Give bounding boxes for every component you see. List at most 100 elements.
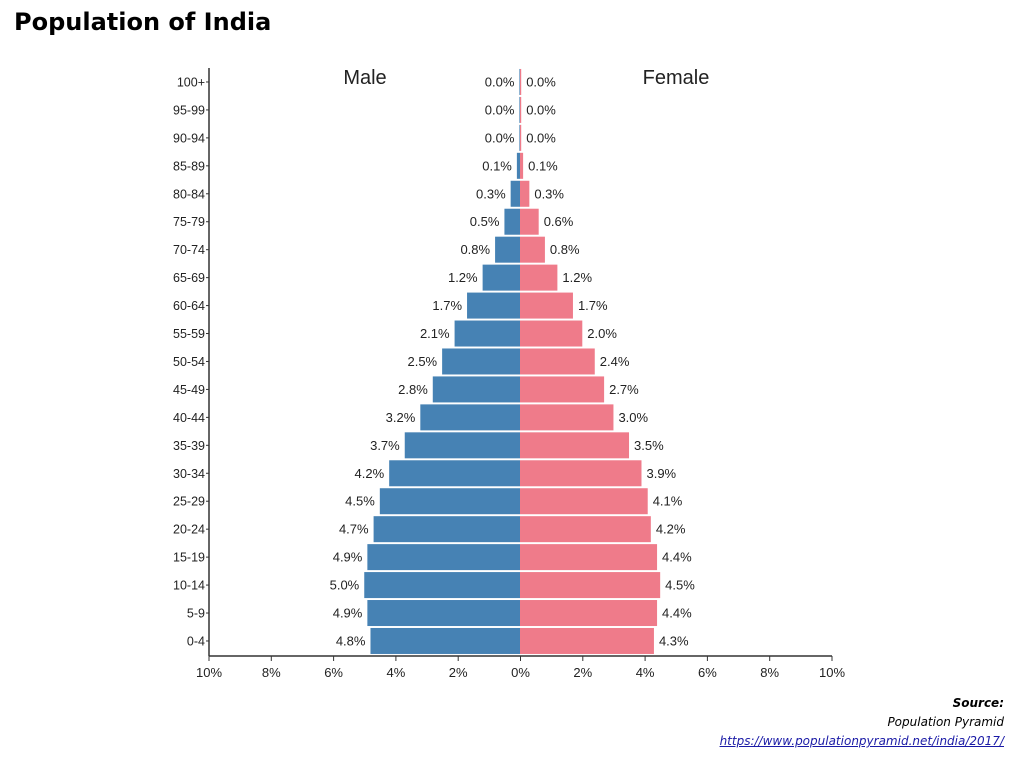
bar-male xyxy=(510,180,520,207)
bar-male xyxy=(420,404,520,431)
y-tick-label: 20-24 xyxy=(173,523,205,537)
bar-male xyxy=(404,432,520,459)
x-tick-label: 4% xyxy=(387,665,406,680)
y-tick-label: 0-4 xyxy=(187,634,205,648)
bar-male xyxy=(504,208,520,235)
bar-female xyxy=(520,152,524,179)
source-block: Source: Population Pyramid https://www.p… xyxy=(720,694,1004,751)
y-tick-label: 55-59 xyxy=(173,327,205,341)
x-tick-label: 2% xyxy=(449,665,468,680)
bar-male xyxy=(519,68,520,95)
y-tick-label: 25-29 xyxy=(173,495,205,509)
data-label-male: 4.8% xyxy=(336,633,366,648)
bar-male xyxy=(482,264,520,291)
data-label-male: 1.7% xyxy=(432,298,462,313)
data-label-female: 3.5% xyxy=(634,438,664,453)
bar-female xyxy=(520,264,558,291)
y-tick-label: 60-64 xyxy=(173,299,205,313)
x-tick-label: 6% xyxy=(324,665,343,680)
y-tick-label: 95-99 xyxy=(173,103,205,117)
data-label-female: 4.5% xyxy=(665,578,695,593)
data-label-male: 0.5% xyxy=(470,214,500,229)
bar-male xyxy=(519,96,520,123)
data-label-female: 2.0% xyxy=(587,326,617,341)
y-tick-label: 40-44 xyxy=(173,411,205,425)
y-tick-label: 45-49 xyxy=(173,383,205,397)
data-label-male: 0.8% xyxy=(460,242,490,257)
x-tick-label: 4% xyxy=(636,665,655,680)
data-label-female: 1.2% xyxy=(562,270,592,285)
bar-female xyxy=(520,208,539,235)
bar-female xyxy=(520,376,605,403)
data-label-male: 0.0% xyxy=(485,74,515,89)
x-tick-label: 0% xyxy=(511,665,530,680)
y-tick-label: 10-14 xyxy=(173,579,205,593)
bar-female xyxy=(520,348,595,375)
data-label-male: 4.9% xyxy=(333,606,363,621)
series-label-female: Female xyxy=(643,67,710,89)
data-label-female: 0.0% xyxy=(526,130,556,145)
data-label-male: 0.3% xyxy=(476,186,506,201)
y-tick-label: 5-9 xyxy=(187,607,205,621)
y-tick-label: 75-79 xyxy=(173,215,205,229)
data-label-female: 0.6% xyxy=(544,214,574,229)
data-label-female: 2.7% xyxy=(609,382,639,397)
bar-male xyxy=(467,292,520,319)
y-tick-label: 30-34 xyxy=(173,467,205,481)
bar-male xyxy=(432,376,520,403)
y-tick-label: 70-74 xyxy=(173,243,205,257)
bar-female xyxy=(520,124,522,151)
page-title: Population of India xyxy=(14,8,272,36)
bar-male xyxy=(495,236,520,263)
data-label-female: 2.4% xyxy=(600,354,630,369)
x-tick-label: 8% xyxy=(262,665,281,680)
x-tick-label: 8% xyxy=(760,665,779,680)
bar-male xyxy=(373,516,520,543)
bar-female xyxy=(520,236,545,263)
data-label-female: 3.9% xyxy=(646,466,676,481)
y-tick-label: 85-89 xyxy=(173,159,205,173)
bar-female xyxy=(520,96,522,123)
bar-female xyxy=(520,404,614,431)
bar-male xyxy=(389,460,520,487)
y-tick-label: 90-94 xyxy=(173,131,205,145)
source-link[interactable]: https://www.populationpyramid.net/india/… xyxy=(719,734,1004,748)
bar-female xyxy=(520,544,658,571)
series-label-male: Male xyxy=(343,67,386,89)
x-tick-label: 10% xyxy=(819,665,845,680)
y-tick-label: 50-54 xyxy=(173,355,205,369)
bar-female xyxy=(520,320,583,347)
data-label-female: 0.0% xyxy=(526,102,556,117)
bar-male xyxy=(516,152,520,179)
data-label-female: 0.1% xyxy=(528,158,558,173)
bar-female xyxy=(520,600,658,627)
bar-female xyxy=(520,432,630,459)
bar-female xyxy=(520,627,654,654)
source-name: Population Pyramid xyxy=(887,715,1004,729)
bar-male xyxy=(379,488,520,515)
y-tick-label: 80-84 xyxy=(173,187,205,201)
data-label-male: 2.1% xyxy=(420,326,450,341)
data-label-male: 2.8% xyxy=(398,382,428,397)
bar-male xyxy=(364,572,520,599)
data-label-male: 0.1% xyxy=(482,158,512,173)
y-tick-label: 100+ xyxy=(177,75,205,89)
data-label-male: 4.7% xyxy=(339,522,369,537)
bar-male xyxy=(367,600,520,627)
bar-male xyxy=(442,348,520,375)
data-label-male: 4.9% xyxy=(333,550,363,565)
data-label-female: 0.0% xyxy=(526,74,556,89)
data-label-male: 1.2% xyxy=(448,270,478,285)
bar-male xyxy=(519,124,520,151)
data-label-male: 4.5% xyxy=(345,494,375,509)
data-label-male: 0.0% xyxy=(485,102,515,117)
data-label-male: 2.5% xyxy=(407,354,437,369)
bar-male xyxy=(370,627,520,654)
bar-male xyxy=(367,544,520,571)
data-label-female: 4.4% xyxy=(662,606,692,621)
data-label-male: 4.2% xyxy=(355,466,385,481)
data-label-male: 0.0% xyxy=(485,130,515,145)
bar-female xyxy=(520,516,651,543)
x-tick-label: 6% xyxy=(698,665,717,680)
population-pyramid-chart: Male Female 0.0% 0.0% 100+ 0.0% 0.0% 95-99 0.0% 0… xyxy=(173,67,845,680)
